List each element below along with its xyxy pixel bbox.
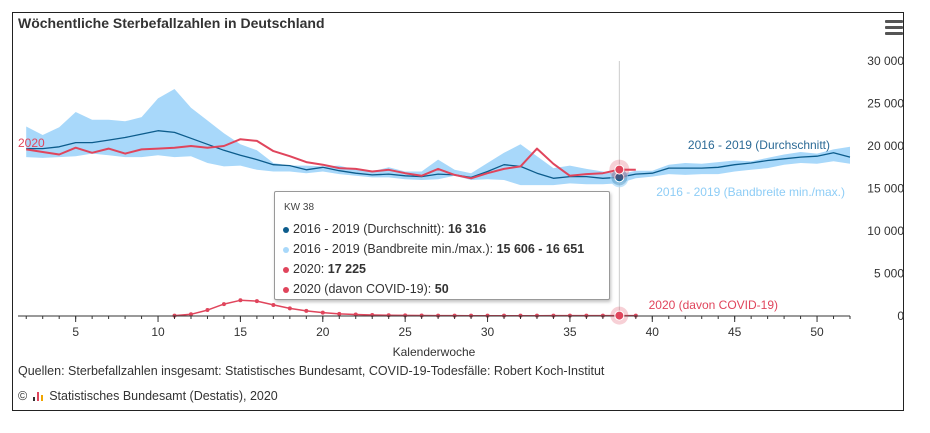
y-tick-label: 25 000 (867, 97, 904, 111)
average-line (26, 130, 851, 179)
tooltip-label: 2020: (293, 262, 328, 276)
x-tick-label: 40 (646, 325, 660, 339)
tooltip-row-2020: 2020: 17 225 (283, 262, 366, 276)
line-2020-highlight-point (614, 164, 625, 175)
line-2020 (26, 138, 636, 180)
y-tick-label: 10 000 (867, 224, 904, 238)
covid-point (337, 311, 342, 316)
chart-title: Wöchentliche Sterbefallzahlen in Deutsch… (18, 15, 325, 31)
tooltip-value: 15 606 - 16 651 (496, 242, 585, 256)
covid-point (238, 298, 243, 303)
tooltip-row-average: 2016 - 2019 (Durchschnitt): 16 316 (283, 222, 486, 236)
tooltip-value: 50 (434, 282, 449, 296)
y-tick-label: 5 000 (874, 267, 904, 281)
covid-highlight-point (614, 310, 625, 321)
label-range: 2016 - 2019 (Bandbreite min./max.) (656, 185, 845, 199)
menu-line-icon (885, 20, 903, 23)
covid-point (353, 312, 358, 317)
y-tick-label: 20 000 (867, 139, 904, 153)
tooltip-dot-range (283, 246, 289, 253)
tooltip-row-range: 2016 - 2019 (Bandbreite min./max.): 15 6… (283, 242, 584, 256)
tooltip-header: KW 38 (284, 202, 315, 213)
covid-point (287, 306, 292, 311)
x-tick-label: 35 (563, 325, 577, 339)
tooltip-dot-covid (283, 286, 289, 293)
y-tick-label: 15 000 (867, 182, 904, 196)
copyright-note: © Statistisches Bundesamt (Destatis), 20… (18, 389, 278, 403)
covid-point (320, 310, 325, 315)
x-tick-label: 25 (398, 325, 412, 339)
tooltip-value: 17 225 (327, 262, 366, 276)
menu-line-icon (885, 32, 903, 35)
x-tick-label: 45 (728, 325, 742, 339)
covid-point (304, 308, 309, 313)
label-average: 2016 - 2019 (Durchschnitt) (688, 138, 830, 152)
tooltip-value: 16 316 (447, 222, 487, 236)
destatis-logo-icon (32, 392, 43, 401)
covid-point (271, 302, 276, 307)
label-covid: 2020 (davon COVID-19) (649, 298, 778, 312)
covid-point (188, 312, 193, 317)
tooltip-dot-2020 (283, 266, 289, 273)
x-tick-label: 20 (316, 325, 330, 339)
menu-line-icon (885, 26, 903, 29)
covid-line (174, 299, 636, 317)
copyright-text: Statistisches Bundesamt (Destatis), 2020 (49, 389, 278, 403)
x-axis-title: Kalenderwoche (393, 345, 476, 359)
tooltip: KW 38 2016 - 2019 (Durchschnitt): 16 316… (274, 191, 610, 300)
x-tick-label: 15 (234, 325, 248, 339)
x-tick-label: 30 (481, 325, 495, 339)
tooltip-label: 2016 - 2019 (Durchschnitt): (293, 222, 448, 236)
label-2020-start: 2020 (18, 136, 45, 150)
tooltip-label: 2020 (davon COVID-19): (293, 282, 435, 296)
x-tick-label: 5 (72, 325, 79, 339)
range-band (26, 89, 850, 186)
x-tick-label: 10 (151, 325, 165, 339)
copyright-symbol: © (18, 389, 28, 403)
y-tick-label: 0 (897, 309, 904, 323)
x-tick-label: 50 (810, 325, 824, 339)
tooltip-row-covid: 2020 (davon COVID-19): 50 (283, 282, 449, 296)
covid-point (205, 308, 210, 313)
tooltip-label: 2016 - 2019 (Bandbreite min./max.): (293, 242, 497, 256)
source-note: Quellen: Sterbefallzahlen insgesamt: Sta… (18, 364, 605, 378)
covid-point (221, 302, 226, 307)
covid-point (254, 299, 259, 304)
context-menu-button[interactable] (885, 20, 903, 36)
y-tick-label: 30 000 (867, 54, 904, 68)
tooltip-dot-average (283, 226, 289, 233)
chart-frame (12, 12, 904, 411)
